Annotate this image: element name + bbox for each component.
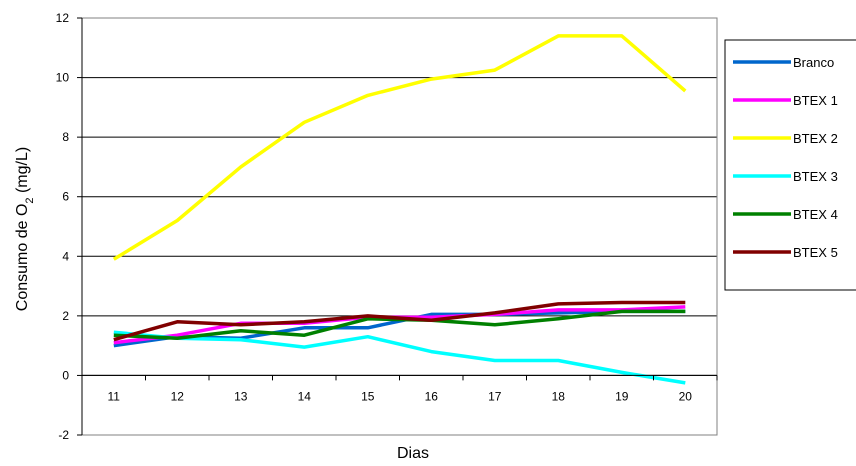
legend-label: BTEX 5 — [793, 245, 838, 260]
legend-box — [724, 39, 856, 291]
series-line-btex-2 — [112, 34, 687, 261]
y-axis-title-subscript: 2 — [24, 197, 36, 203]
legend-item-btex-2: BTEX 2 — [733, 131, 838, 146]
series-line-btex-3 — [113, 330, 686, 385]
y-tick-label: 10 — [56, 71, 70, 85]
gridlines — [82, 77, 717, 376]
legend-item-btex-3: BTEX 3 — [733, 169, 838, 184]
y-tick-label: 2 — [62, 309, 69, 323]
x-tick-labels: 11 12 13 14 15 16 17 18 19 20 — [108, 389, 693, 403]
series-lines — [112, 34, 687, 385]
y-tick-label: 8 — [62, 130, 69, 144]
y-tick-label: -2 — [58, 428, 69, 442]
x-tick-label: 13 — [234, 389, 248, 403]
x-tick-label: 15 — [361, 389, 375, 403]
legend-label: BTEX 1 — [793, 93, 838, 108]
legend-item-btex-4: BTEX 4 — [733, 207, 838, 222]
x-axis-title: Dias — [397, 445, 429, 462]
legend-item-btex-1: BTEX 1 — [733, 93, 838, 108]
y-axis-title: Consumo de O2 (mg/L) — [14, 147, 36, 311]
x-tick-label: 19 — [615, 389, 629, 403]
x-tick-label: 16 — [425, 389, 439, 403]
legend-label: BTEX 3 — [793, 169, 838, 184]
y-tick-label: 6 — [62, 190, 69, 204]
legend-items: Branco BTEX 1 BTEX 2 BTEX 3 BTEX 4 BTEX 5 — [733, 55, 838, 260]
legend-label: BTEX 2 — [793, 131, 838, 146]
legend-item-branco: Branco — [733, 55, 834, 70]
x-tick-label: 12 — [171, 389, 185, 403]
y-tick-label: 0 — [62, 368, 69, 382]
y-tick-label: 12 — [56, 11, 70, 25]
x-tick-label: 18 — [552, 389, 566, 403]
legend: Branco BTEX 1 BTEX 2 BTEX 3 BTEX 4 BTEX 5 — [724, 39, 856, 291]
legend-label: BTEX 4 — [793, 207, 838, 222]
axes — [77, 17, 718, 436]
x-tick-label: 11 — [108, 389, 121, 403]
legend-label: Branco — [793, 55, 834, 70]
x-tick-label: 14 — [298, 389, 312, 403]
y-tick-label: 4 — [62, 249, 69, 263]
x-tick-label: 20 — [679, 389, 693, 403]
x-tick-label: 17 — [488, 389, 502, 403]
y-axis-title-unit: (mg/L) — [14, 147, 31, 198]
y-tick-labels: -2 0 2 4 6 8 10 12 — [56, 11, 70, 442]
legend-item-btex-5: BTEX 5 — [733, 245, 838, 260]
y-axis-title-main: Consumo de O — [14, 204, 31, 312]
series-line-btex-5 — [113, 300, 686, 342]
